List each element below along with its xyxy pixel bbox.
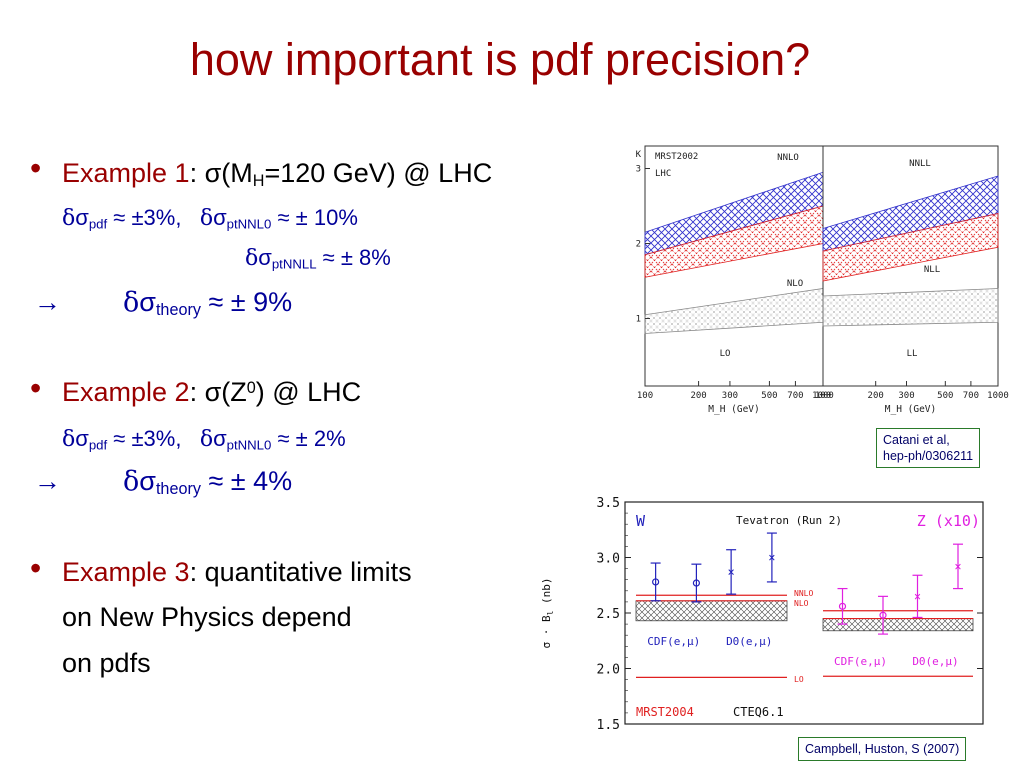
bullet-2: •	[30, 370, 42, 406]
example1-heading: Example 1: σ(MH=120 GeV) @ LHC	[62, 158, 493, 191]
wz-cross-section-chart: 1.5 2.0 2.5 3.0 3.5 σ · Bl (nb) CDF(e,μ) × × D0(e…	[540, 496, 984, 733]
lo-label: LO	[794, 675, 804, 684]
reference-catani: Catani et al, hep-ph/0306211	[876, 428, 981, 468]
W-pdf-band	[635, 600, 788, 622]
example1-pdf-line: δσpdf ≈ ±3%, δσptNNL0 ≈ ± 10%	[62, 205, 358, 232]
band-ll	[822, 288, 999, 327]
Z-experiment-label: D0(e,μ)	[912, 655, 958, 668]
y-axis-label-sub: l	[546, 610, 555, 615]
Z-data-point: ×	[914, 589, 921, 603]
nnlo-label: NNLO	[794, 589, 813, 598]
y-tick-label: 1.5	[597, 718, 620, 733]
example2-pdf-line: δσpdf ≈ ±3%, δσptNNL0 ≈ ± 2%	[62, 426, 346, 453]
x-axis-label: M_H (GeV)	[885, 404, 936, 415]
x-tick-label: 500	[761, 391, 777, 401]
mrst-label: MRST2004	[636, 705, 694, 719]
y-tick-label: 1	[636, 315, 641, 325]
band-lo	[644, 288, 824, 334]
series-label-nnlo: NNLO	[777, 153, 799, 163]
example3-line2: on New Physics depend	[62, 602, 352, 632]
nlo-label: NLO	[794, 599, 809, 608]
x-tick-label: 500	[937, 391, 953, 401]
W-data-point	[652, 578, 660, 586]
example3-line3: on pdfs	[62, 648, 151, 678]
W-experiment-label: D0(e,μ)	[726, 635, 772, 648]
x-tick-label: 700	[963, 391, 979, 401]
tevatron-label: Tevatron (Run 2)	[736, 514, 842, 527]
series-label-nnll: NNLL	[909, 159, 931, 169]
reference-campbell: Campbell, Huston, S (2007)	[798, 737, 967, 761]
reference-catani-line2: hep-ph/0306211	[883, 449, 974, 463]
series-label-nll: NLL	[924, 265, 940, 275]
series-label-lo: LO	[720, 349, 731, 359]
x-tick-label: 1000	[987, 391, 1009, 401]
w-panel-label: W	[636, 512, 646, 530]
y-axis-label-unit: (nb)	[540, 577, 553, 610]
example1-nnll-line: δσptNNLL ≈ ± 8%	[245, 245, 391, 272]
Z-experiment-label: CDF(e,μ)	[834, 655, 887, 668]
x-tick-label: 300	[898, 391, 914, 401]
example2-theory-line: → δσtheory ≈ ± 4%	[34, 466, 293, 499]
y-tick-label: 3.5	[597, 496, 620, 511]
example1-theory-line: → δσtheory ≈ ± 9%	[34, 287, 293, 320]
y-axis-label: σ · Bl (nb)	[540, 577, 555, 648]
y-tick-label: 2.0	[597, 663, 620, 678]
y-axis-label: K	[636, 150, 642, 160]
Z-data-point	[838, 602, 847, 610]
panel-label-lhc: LHC	[655, 169, 671, 179]
W-data-point	[692, 579, 700, 587]
W-experiment-label: CDF(e,μ)	[647, 635, 700, 648]
x-tick-label: 300	[722, 391, 738, 401]
x-axis-label: M_H (GeV)	[708, 404, 759, 415]
y-tick-label: 3.0	[597, 552, 620, 567]
band-nll	[822, 213, 999, 282]
y-tick-label: 3	[636, 165, 641, 175]
example3-heading: Example 3: quantitative limits	[62, 557, 412, 587]
series-label-ll: LL	[907, 349, 918, 359]
k-factor-chart: 100 200 300 500 700 1000 M_H (GeV) NNLO NLO LO 100…	[636, 145, 1009, 415]
x-tick-label: 1000	[812, 391, 834, 401]
W-data-point: ×	[728, 565, 735, 579]
reference-catani-line1: Catani et al,	[883, 433, 950, 447]
slide-title: how important is pdf precision?	[189, 34, 811, 85]
cteq-label: CTEQ6.1	[733, 705, 784, 719]
z-panel-label: Z (x10)	[917, 512, 980, 530]
x-tick-label: 200	[690, 391, 706, 401]
y-tick-label: 2	[636, 240, 641, 250]
bullet-3: •	[30, 550, 42, 586]
example2-heading: Example 2: σ(Z0) @ LHC	[62, 377, 362, 407]
x-tick-label: 200	[868, 391, 884, 401]
x-tick-label: 100	[637, 391, 653, 401]
bullet-1: •	[30, 150, 42, 186]
x-tick-label: 700	[787, 391, 803, 401]
series-label-nlo: NLO	[787, 279, 803, 289]
x-tick-label: 100	[815, 391, 831, 401]
panel-label-mrst: MRST2002	[655, 152, 698, 162]
Z-data-point	[879, 611, 887, 619]
y-tick-label: 2.5	[597, 607, 620, 622]
W-data-point: ×	[768, 551, 775, 565]
Z-data-point: ×	[954, 559, 961, 573]
